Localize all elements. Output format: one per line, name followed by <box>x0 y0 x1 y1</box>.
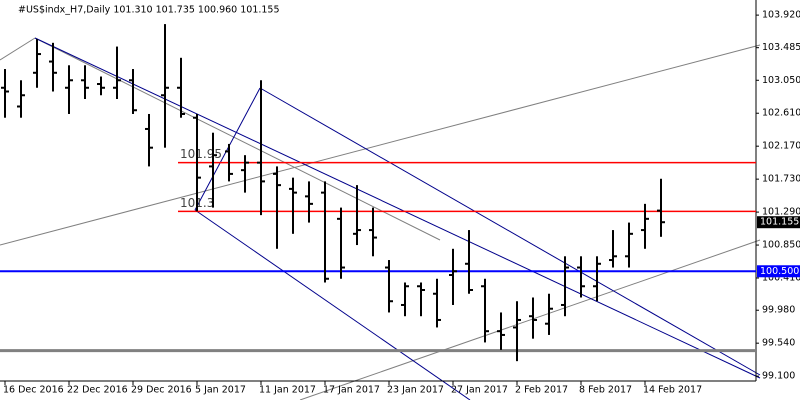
gray-channel <box>0 44 761 246</box>
x-tick-label: 5 Jan 2017 <box>195 385 246 396</box>
y-tick-label: 103.485 <box>762 42 800 53</box>
x-tick-label: 8 Feb 2017 <box>579 385 632 396</box>
x-tick-label: 16 Dec 2016 <box>3 385 64 396</box>
x-tick-label: 29 Dec 2016 <box>131 385 192 396</box>
chart-title: #US$indx_H7,Daily 101.310 101.735 100.96… <box>18 5 280 16</box>
level-label: 101.95 <box>180 147 222 161</box>
x-tick-label: 27 Jan 2017 <box>451 385 508 396</box>
y-tick-label: 100.850 <box>762 240 800 251</box>
price-box <box>757 216 800 229</box>
price-box-label: 100.500 <box>760 266 799 277</box>
x-tick-label: 23 Jan 2017 <box>387 385 444 396</box>
price-box-label: 101.155 <box>760 217 799 228</box>
y-tick-label: 99.980 <box>762 305 795 316</box>
price-box <box>757 265 800 278</box>
x-tick-label: 2 Feb 2017 <box>515 385 568 396</box>
y-tick-label: 100.410 <box>762 273 800 284</box>
y-tick-label: 101.290 <box>762 207 800 218</box>
x-tick-label: 22 Dec 2016 <box>67 385 128 396</box>
trend-lines <box>0 37 761 400</box>
x-tick-label: 14 Feb 2017 <box>643 385 702 396</box>
y-tick-label: 101.730 <box>762 174 800 185</box>
gray-channel <box>299 239 761 400</box>
gray-channel <box>34 37 441 241</box>
y-tick-label: 99.100 <box>762 371 795 382</box>
x-tick-label: 11 Jan 2017 <box>259 385 316 396</box>
gray-channel <box>0 37 36 61</box>
x-tick-label: 17 Jan 2017 <box>323 385 380 396</box>
y-tick-label: 99.540 <box>762 338 795 349</box>
blue-channel <box>34 37 761 379</box>
blue-channel <box>259 87 761 376</box>
blue-channel <box>194 87 261 211</box>
y-tick-label: 103.050 <box>762 75 800 86</box>
y-tick-label: 102.610 <box>762 108 800 119</box>
y-tick-label: 103.920 <box>762 10 800 21</box>
blue-channel <box>194 209 471 400</box>
y-tick-label: 102.170 <box>762 141 800 152</box>
